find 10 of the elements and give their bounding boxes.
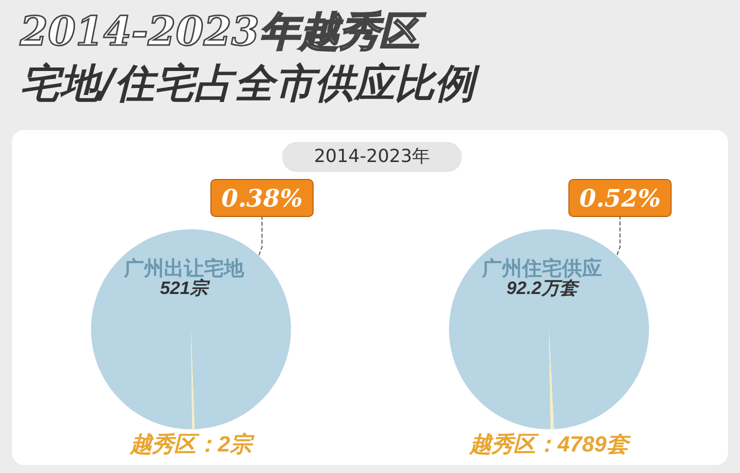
slice-label: 越秀区：2宗 (128, 432, 256, 456)
slice-label: 越秀区：4789套 (468, 432, 632, 456)
data-label: 0.38% (221, 184, 303, 212)
text: 92.2万套 (506, 278, 581, 298)
slice-label: 广州出让宅地 (123, 257, 245, 280)
data-label: 0.52% (579, 184, 661, 212)
slice-label: 广州住宅供应 (481, 257, 602, 280)
text: 2014-2023年 (282, 142, 462, 172)
chart-title: 2014-2023年越秀区宅地/住宅占全市供应比例 (20, 7, 481, 109)
text: 521宗 (160, 278, 212, 298)
